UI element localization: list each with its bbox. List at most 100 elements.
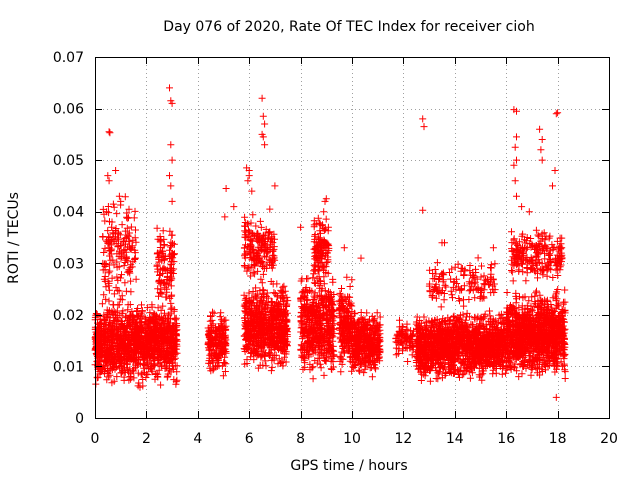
data-point: [161, 356, 169, 364]
data-point: [152, 325, 160, 333]
data-point: [137, 371, 145, 379]
data-point: [98, 344, 106, 352]
data-point: [173, 376, 181, 384]
data-point: [162, 337, 170, 345]
data-point: [152, 319, 160, 327]
data-point: [125, 368, 132, 376]
data-point: [105, 354, 113, 362]
data-point: [131, 340, 139, 348]
data-point: [118, 341, 126, 349]
data-point: [111, 363, 119, 371]
data-point: [96, 335, 103, 343]
data-point: [131, 349, 138, 357]
data-point: [120, 364, 128, 372]
data-point: [163, 351, 171, 359]
data-point: [96, 315, 104, 323]
data-point: [136, 321, 144, 329]
data-point: [110, 317, 118, 325]
data-point: [167, 327, 175, 335]
data-point: [104, 338, 112, 346]
data-point: [168, 326, 176, 334]
data-point: [136, 383, 144, 391]
data-point: [113, 348, 121, 356]
data-point: [157, 381, 165, 389]
data-point: [134, 305, 142, 312]
data-point: [157, 362, 165, 370]
data-point: [114, 301, 122, 309]
data-point: [112, 309, 120, 317]
data-point: [154, 351, 162, 359]
data-point: [131, 334, 139, 342]
data-point: [126, 321, 134, 329]
data-point: [124, 333, 132, 341]
data-point: [113, 373, 121, 381]
data-point: [148, 301, 156, 309]
data-point: [113, 316, 121, 324]
data-point: [111, 343, 119, 351]
data-point: [167, 368, 175, 376]
data-point: [94, 327, 102, 335]
data-point: [125, 332, 133, 340]
data-point: [172, 316, 180, 324]
data-point: [134, 369, 142, 377]
data-point: [115, 326, 123, 333]
data-point: [109, 358, 117, 366]
data-point: [169, 362, 177, 370]
data-point: [140, 344, 148, 352]
data-point: [98, 330, 106, 338]
data-point: [145, 320, 153, 328]
data-point: [109, 330, 117, 338]
data-point: [130, 314, 138, 322]
data-point: [171, 354, 179, 362]
data-point: [99, 347, 107, 355]
data-point: [169, 341, 177, 349]
data-point: [102, 295, 110, 303]
data-point: [117, 351, 125, 359]
data-point: [152, 336, 160, 344]
data-point: [103, 376, 111, 384]
data-point: [119, 340, 127, 348]
data-point: [110, 307, 118, 315]
data-point: [133, 325, 141, 333]
data-point: [161, 333, 169, 341]
data-point: [98, 300, 106, 308]
data-point: [166, 358, 173, 366]
data-point: [154, 304, 162, 312]
data-point: [128, 346, 135, 354]
data-point: [127, 313, 135, 321]
data-point: [102, 321, 110, 329]
data-point: [138, 307, 146, 315]
data-point: [155, 366, 163, 374]
data-point: [158, 344, 166, 352]
data-point: [170, 342, 178, 350]
data-points: [91, 84, 569, 401]
data-point: [100, 316, 108, 324]
data-point: [159, 338, 167, 346]
data-point: [170, 306, 178, 313]
data-point: [106, 371, 114, 379]
data-point: [159, 302, 167, 310]
data-point: [143, 361, 151, 369]
data-point: [164, 311, 172, 319]
data-point: [145, 332, 153, 340]
data-point: [120, 352, 128, 360]
data-point: [124, 306, 132, 314]
data-point: [107, 365, 115, 372]
data-point: [126, 373, 134, 380]
data-point: [127, 337, 135, 345]
data-point: [157, 352, 165, 360]
data-point: [170, 376, 178, 384]
data-point: [118, 309, 126, 317]
data-point: [113, 339, 121, 347]
data-point: [93, 310, 101, 318]
data-point: [92, 350, 100, 357]
data-point: [152, 348, 160, 355]
data-point: [110, 377, 118, 385]
data-point: [129, 367, 137, 375]
data-point: [138, 333, 146, 340]
data-point: [148, 364, 156, 372]
data-point: [130, 374, 138, 382]
data-point: [172, 380, 180, 388]
data-point: [110, 359, 118, 366]
